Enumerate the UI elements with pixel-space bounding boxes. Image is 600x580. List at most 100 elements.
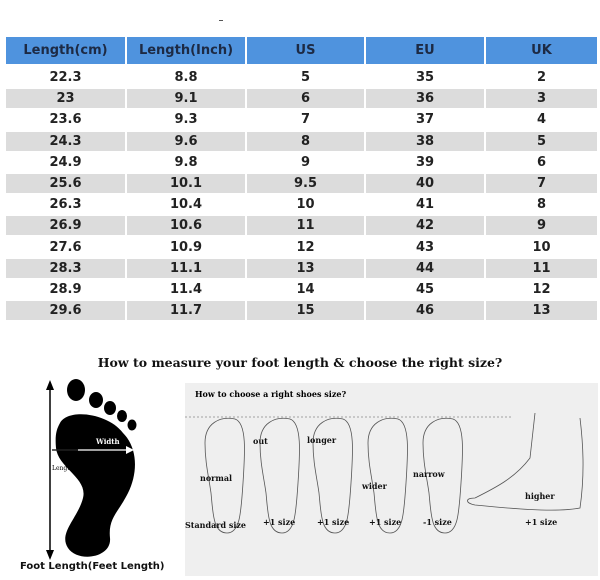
footprint-icon: Width Length [46,379,137,560]
table-row: 26.9 10.6 11 42 9 [6,215,597,236]
cell-uk: 2 [536,70,547,85]
size-advice: Standard size [185,520,247,530]
cell-length-inch: 9.3 [174,112,198,128]
cell-us: 11 [247,216,364,236]
cell-uk: 5 [486,131,597,151]
cell-length-cm: 26.9 [6,216,125,236]
cell-length-cm: 29.6 [6,301,125,321]
size-advice: +1 size [317,517,350,527]
size-advice: +1 size [369,517,402,527]
cell-eu: 39 [415,154,435,170]
choose-size-panel: How to choose a right shoes size? normal… [185,383,598,576]
cell-length-inch: 10.6 [127,216,245,236]
size-advice: +1 size [525,517,558,527]
cell-us: 7 [300,112,311,128]
cell-length-inch: 10.1 [127,173,245,193]
cell-length-inch: 9.6 [127,131,245,151]
cell-length-cm: 27.6 [49,239,82,255]
cell-uk: 8 [536,197,547,213]
width-label: Width [95,437,120,446]
length-label: Length [52,465,74,472]
cell-us: 15 [247,301,364,321]
cell-length-cm: 22.3 [49,70,82,85]
table-row: 28.9 11.4 14 45 12 [6,279,597,300]
foot-outline [204,417,245,534]
cell-uk: 6 [536,154,547,170]
cell-eu: 37 [415,112,435,128]
cell-us: 5 [300,70,311,85]
cell-us: 6 [247,89,364,109]
table-row: 27.6 10.9 12 43 10 [6,237,597,258]
table-row: 22.3 8.8 5 35 2 [6,67,597,88]
feet-outlines-icon [185,412,584,534]
table-row: 23.6 9.3 7 37 4 [6,109,597,130]
cell-length-inch: 11.7 [127,301,245,321]
cell-length-cm: 23 [6,89,125,109]
cell-uk: 11 [486,258,597,278]
header-length-cm: Length(cm) [6,37,125,64]
size-advice: -1 size [423,517,452,527]
table-row: 23 9.1 6 36 3 [6,88,597,109]
cell-eu: 38 [366,131,484,151]
cell-us: 8 [247,131,364,151]
cell-eu: 41 [415,197,435,213]
table-header: Length(cm) Length(Inch) US EU UK [6,37,597,64]
cell-eu: 40 [366,173,484,193]
cell-length-cm: 24.3 [6,131,125,151]
cell-uk: 13 [486,301,597,321]
cell-us: 10 [296,197,315,213]
cell-length-cm: 28.9 [49,281,82,297]
foot-outline [422,417,463,534]
cell-length-inch: 8.8 [174,70,198,85]
foot-type-longer: longer [307,435,337,445]
foot-outline [259,417,300,534]
foot-length-caption: Foot Length(Feet Length) [20,561,165,572]
cell-us: 9.5 [247,173,364,193]
cell-length-inch: 10.4 [169,197,203,213]
cell-eu: 42 [366,216,484,236]
cell-us: 13 [247,258,364,278]
foot-type-normal: normal [200,473,233,483]
foot-type-out: out [253,436,268,446]
cell-eu: 46 [366,301,484,321]
cell-uk: 3 [486,89,597,109]
cell-us: 12 [296,239,315,255]
cell-eu: 44 [366,258,484,278]
cell-uk: 4 [536,112,547,128]
stray-mark [219,20,223,21]
header-length-inch: Length(Inch) [127,37,245,64]
cell-length-cm: 28.3 [6,258,125,278]
cell-eu: 43 [415,239,435,255]
cell-length-inch: 9.8 [174,154,198,170]
table-row: 25.6 10.1 9.5 40 7 [6,173,597,194]
cell-uk: 9 [486,216,597,236]
panel-title: How to choose a right shoes size? [195,389,347,399]
table-row: 28.3 11.1 13 44 11 [6,258,597,279]
cell-length-cm: 24.9 [49,154,82,170]
header-uk: UK [486,37,597,64]
cell-eu: 36 [366,89,484,109]
table-row: 26.3 10.4 10 41 8 [6,194,597,215]
cell-eu: 45 [415,281,435,297]
table-row: 24.9 9.8 9 39 6 [6,152,597,173]
foot-outline [367,417,408,534]
foot-outline [312,417,353,534]
cell-length-cm: 26.3 [49,197,82,213]
header-eu: EU [366,37,484,64]
cell-length-inch: 10.9 [169,239,203,255]
table-row: 29.6 11.7 15 46 13 [6,300,597,321]
cell-uk: 10 [532,239,551,255]
cell-uk: 12 [532,281,551,297]
foot-side-outline [467,412,584,511]
measure-title: How to measure your foot length & choose… [97,355,503,370]
cell-length-inch: 11.1 [127,258,245,278]
cell-uk: 7 [486,173,597,193]
cell-length-cm: 25.6 [6,173,125,193]
header-us: US [247,37,364,64]
foot-measure-diagram: Width Length [38,378,188,563]
cell-us: 9 [300,154,311,170]
size-chart-table: Length(cm) Length(Inch) US EU UK 22.3 8.8… [6,37,597,321]
foot-type-narrow: narrow [413,469,445,479]
cell-eu: 35 [415,70,435,85]
cell-us: 14 [296,281,315,297]
